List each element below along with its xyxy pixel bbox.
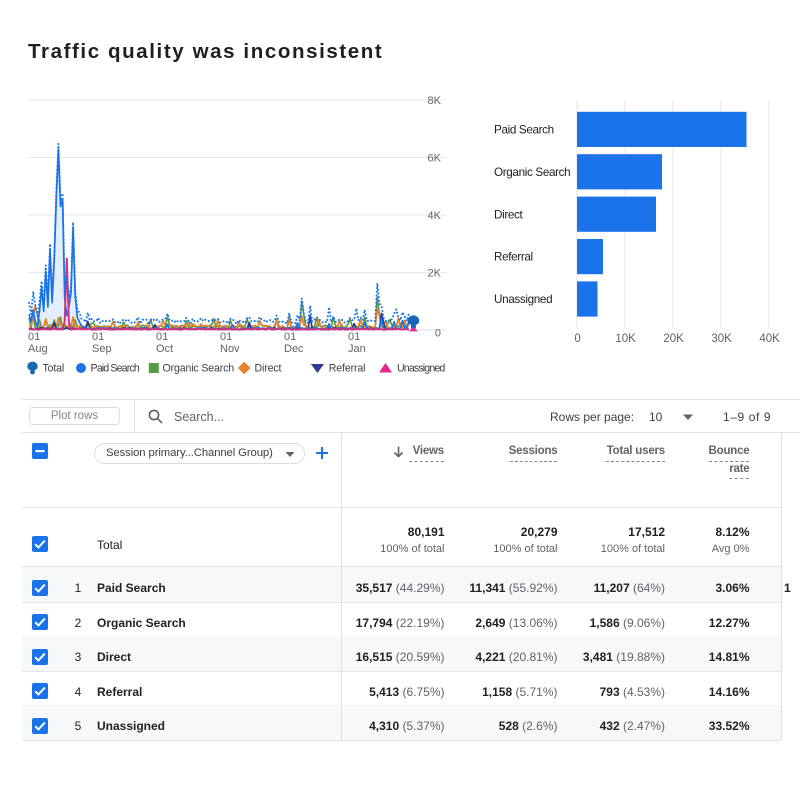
svg-text:Paid Search: Paid Search bbox=[91, 363, 140, 375]
svg-text:01: 01 bbox=[156, 331, 168, 343]
svg-text:Jan: Jan bbox=[348, 343, 366, 355]
svg-text:Paid Search: Paid Search bbox=[494, 124, 554, 137]
svg-text:8K: 8K bbox=[428, 95, 442, 107]
svg-text:01: 01 bbox=[92, 331, 104, 343]
svg-text:20K: 20K bbox=[663, 333, 684, 345]
svg-text:Sep: Sep bbox=[92, 343, 112, 355]
svg-text:Aug: Aug bbox=[28, 343, 48, 355]
svg-text:01: 01 bbox=[220, 331, 232, 343]
svg-text:Unassigned: Unassigned bbox=[397, 363, 445, 375]
svg-text:Oct: Oct bbox=[156, 343, 173, 355]
svg-text:2K: 2K bbox=[428, 268, 442, 280]
svg-text:01: 01 bbox=[28, 331, 40, 343]
svg-text:0: 0 bbox=[435, 328, 441, 340]
svg-text:Organic Search: Organic Search bbox=[163, 363, 235, 375]
svg-text:Referral: Referral bbox=[494, 251, 533, 264]
svg-text:Nov: Nov bbox=[220, 343, 240, 355]
svg-text:30K: 30K bbox=[711, 333, 732, 345]
svg-text:40K: 40K bbox=[759, 333, 780, 345]
svg-text:Direct: Direct bbox=[494, 208, 524, 221]
svg-text:Total: Total bbox=[43, 363, 65, 375]
svg-text:Direct: Direct bbox=[255, 363, 282, 375]
svg-text:Unassigned: Unassigned bbox=[494, 293, 552, 306]
svg-text:6K: 6K bbox=[428, 153, 442, 165]
svg-text:10K: 10K bbox=[615, 333, 636, 345]
svg-text:Organic Search: Organic Search bbox=[494, 166, 570, 179]
svg-text:Referral: Referral bbox=[329, 363, 365, 375]
svg-text:Dec: Dec bbox=[284, 343, 304, 355]
svg-text:01: 01 bbox=[348, 331, 360, 343]
svg-text:4K: 4K bbox=[428, 210, 442, 222]
svg-text:0: 0 bbox=[574, 333, 580, 345]
svg-text:01: 01 bbox=[284, 331, 296, 343]
